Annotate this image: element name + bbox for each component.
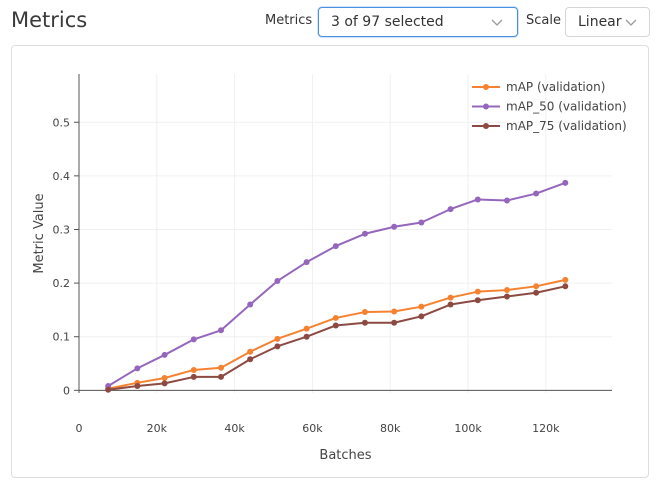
chevron-down-icon xyxy=(491,19,503,26)
data-point xyxy=(391,223,398,230)
legend-marker xyxy=(483,123,489,129)
data-point xyxy=(562,179,569,186)
data-point xyxy=(474,297,481,304)
legend-label: mAP_50 (validation) xyxy=(506,100,627,114)
data-point xyxy=(418,303,425,310)
data-point xyxy=(218,364,225,371)
x-tick-label: 20k xyxy=(147,422,168,435)
data-point xyxy=(533,283,540,290)
data-point xyxy=(247,356,254,363)
data-point xyxy=(447,206,454,213)
data-point xyxy=(105,386,112,393)
data-point xyxy=(303,259,310,266)
data-point xyxy=(274,343,281,350)
data-point xyxy=(303,333,310,340)
data-point xyxy=(503,287,510,294)
data-point xyxy=(361,230,368,237)
chevron-down-icon xyxy=(625,19,637,26)
y-tick-label: 0.5 xyxy=(53,116,71,129)
y-tick-label: 0.1 xyxy=(53,331,71,344)
data-point xyxy=(274,335,281,342)
scale-dropdown[interactable]: Linear xyxy=(565,7,650,37)
series-line xyxy=(107,278,566,390)
metrics-label: Metrics xyxy=(265,13,313,28)
metrics-dropdown-value: 3 of 97 selected xyxy=(331,14,444,30)
data-point xyxy=(332,314,339,321)
series-map-50-validation- xyxy=(105,179,569,390)
data-point xyxy=(190,373,197,380)
series-line xyxy=(107,181,566,387)
x-tick-label: 100k xyxy=(454,422,482,435)
data-point xyxy=(218,327,225,334)
data-point xyxy=(190,366,197,373)
data-point xyxy=(161,380,168,387)
legend-label: mAP_75 (validation) xyxy=(506,119,627,133)
data-point xyxy=(134,365,141,372)
data-point xyxy=(274,277,281,284)
data-point xyxy=(418,313,425,320)
legend-marker xyxy=(483,84,489,90)
data-point xyxy=(503,197,510,204)
data-point xyxy=(474,196,481,203)
data-point xyxy=(391,319,398,326)
legend-label: mAP (validation) xyxy=(506,80,605,94)
data-point xyxy=(447,294,454,301)
data-point xyxy=(218,373,225,380)
data-point xyxy=(391,308,398,315)
x-tick-label: 60k xyxy=(302,422,323,435)
metrics-dropdown[interactable]: 3 of 97 selected xyxy=(318,7,518,37)
data-point xyxy=(134,383,141,390)
legend: mAP (validation) mAP_50 (validation) mAP_7… xyxy=(472,80,627,133)
y-tick-label: 0.4 xyxy=(53,170,71,183)
y-axis-label: Metric Value xyxy=(32,193,47,273)
y-tick-label: 0.2 xyxy=(53,277,71,290)
data-point xyxy=(161,374,168,381)
x-tick-label: 0 xyxy=(76,422,83,435)
scale-dropdown-value: Linear xyxy=(578,14,622,30)
data-point xyxy=(503,293,510,300)
data-point xyxy=(533,289,540,296)
y-tick-label: 0 xyxy=(63,384,70,397)
data-point xyxy=(418,219,425,226)
data-point xyxy=(361,309,368,316)
data-point xyxy=(161,351,168,358)
x-tick-label: 80k xyxy=(380,422,401,435)
x-tick-label: 40k xyxy=(224,422,245,435)
page-title: Metrics xyxy=(11,8,88,32)
data-point xyxy=(247,301,254,308)
y-tick-label: 0.3 xyxy=(53,223,71,236)
data-point xyxy=(303,325,310,332)
data-point xyxy=(247,348,254,355)
scale-label: Scale xyxy=(526,13,561,28)
series-map-75-validation- xyxy=(105,283,569,393)
data-point xyxy=(562,276,569,283)
data-point xyxy=(562,283,569,290)
data-point xyxy=(190,336,197,343)
metrics-chart: 0 0.1 0.2 0.3 0.4 0.5 0 20k 40k 60k 80k 100k 120k Bat… xyxy=(32,74,627,463)
data-point xyxy=(533,190,540,197)
data-point xyxy=(447,301,454,308)
data-point xyxy=(332,243,339,250)
x-tick-label: 120k xyxy=(532,422,560,435)
data-point xyxy=(474,288,481,295)
data-point xyxy=(332,322,339,329)
legend-marker xyxy=(483,103,489,110)
x-axis-label: Batches xyxy=(319,448,371,463)
data-point xyxy=(361,319,368,326)
chart-card: 0 0.1 0.2 0.3 0.4 0.5 0 20k 40k 60k 80k 100k 120k Bat… xyxy=(11,45,649,478)
series-map-validation- xyxy=(105,276,569,392)
